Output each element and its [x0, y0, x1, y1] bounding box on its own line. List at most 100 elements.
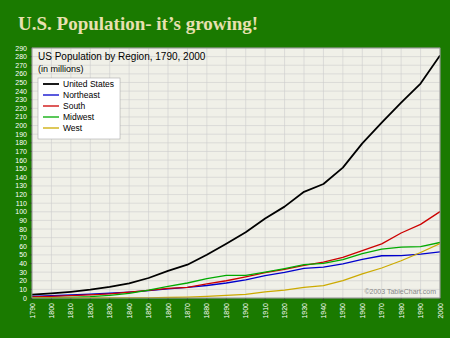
tick	[362, 298, 363, 301]
tick	[29, 280, 32, 281]
tick-label: 120	[15, 191, 27, 198]
grid-line	[129, 48, 130, 298]
grid-line	[284, 48, 285, 298]
grid-line	[342, 48, 343, 298]
tick	[420, 298, 421, 301]
tick-label: 110	[16, 200, 27, 207]
grid-line	[245, 48, 246, 298]
title: U.S. Population- it’s growing!	[18, 13, 258, 34]
tick-label: 10	[19, 286, 27, 293]
tick-label: 1870	[184, 303, 191, 319]
tick	[29, 185, 32, 186]
tick	[29, 151, 32, 152]
tick-label: 60	[19, 243, 27, 250]
annotation: ©2003 TableChart.com	[364, 288, 436, 295]
grid-line	[32, 160, 440, 161]
tick	[323, 298, 324, 301]
grid-line	[32, 246, 440, 247]
tick-label: 1940	[320, 303, 327, 319]
legend-swatch	[43, 94, 59, 95]
tick-label: 1970	[378, 303, 385, 319]
tick	[29, 203, 32, 204]
series-line	[32, 55, 440, 294]
tick	[29, 194, 32, 195]
tick-label: 1830	[106, 303, 113, 319]
grid	[32, 48, 440, 298]
axes: 0102030405060708090100110120130140150160…	[15, 45, 443, 319]
plot-frame	[32, 48, 440, 298]
tick-label: 1960	[359, 303, 366, 319]
tick-label: 30	[19, 269, 27, 276]
tick-label: 180	[15, 139, 27, 146]
grid-line	[381, 48, 382, 298]
tick	[245, 298, 246, 301]
tick	[29, 168, 32, 169]
tick	[29, 237, 32, 238]
tick-label: 50	[19, 251, 27, 258]
tick-label: 1910	[262, 303, 269, 319]
subtitle: US Population by Region, 1790, 2000	[38, 51, 206, 62]
tick	[304, 298, 305, 301]
tick	[70, 298, 71, 301]
legend-swatch	[43, 83, 59, 85]
tick-label: 1800	[48, 303, 55, 319]
lines	[32, 55, 440, 298]
tick-label: 260	[15, 70, 27, 77]
grid-line	[168, 48, 169, 298]
tick	[29, 263, 32, 264]
grid-line	[32, 151, 440, 152]
tick-label: 0	[23, 295, 27, 302]
tick-label: 1950	[339, 303, 346, 319]
tick	[29, 108, 32, 109]
tick	[401, 298, 402, 301]
grid-line	[32, 65, 440, 66]
tick	[187, 298, 188, 301]
tick	[440, 298, 441, 301]
tick	[29, 246, 32, 247]
grid-line	[32, 203, 440, 204]
tick-label: 200	[15, 122, 27, 129]
series-line	[32, 212, 440, 297]
tick	[90, 298, 91, 301]
tick	[29, 65, 32, 66]
grid-line	[226, 48, 227, 298]
tick-label: 1850	[145, 303, 152, 319]
grid-line	[304, 48, 305, 298]
tick	[29, 82, 32, 83]
tick	[29, 289, 32, 290]
tick-label: 20	[19, 277, 27, 284]
tick	[29, 298, 32, 299]
grid-line	[362, 48, 363, 298]
tick-label: 170	[15, 148, 27, 155]
tick-label: 250	[15, 79, 27, 86]
tick-label: 1880	[203, 303, 210, 319]
tick	[29, 116, 32, 117]
tick-label: 270	[15, 62, 27, 69]
tick	[381, 298, 382, 301]
tick-label: 40	[19, 260, 27, 267]
grid-line	[420, 48, 421, 298]
legend-label: Midwest	[63, 112, 95, 122]
tick-label: 100	[15, 208, 27, 215]
tick	[29, 73, 32, 74]
grid-line	[32, 73, 440, 74]
tick	[29, 125, 32, 126]
tick-label: 190	[15, 131, 27, 138]
tick-label: 290	[15, 45, 27, 52]
tick-label: 1890	[223, 303, 230, 319]
tick-label: 1820	[87, 303, 94, 319]
tick-label: 1790	[29, 303, 36, 319]
tick	[29, 48, 32, 49]
tick	[109, 298, 110, 301]
series-line	[32, 252, 440, 297]
grid-line	[32, 168, 440, 169]
tick	[342, 298, 343, 301]
tick	[129, 298, 130, 301]
legend-swatch	[43, 105, 59, 106]
grid-line	[32, 185, 440, 186]
tick	[29, 160, 32, 161]
series-line	[32, 244, 440, 298]
grid-line	[187, 48, 188, 298]
tick	[29, 254, 32, 255]
tick-label: 1980	[398, 303, 405, 319]
